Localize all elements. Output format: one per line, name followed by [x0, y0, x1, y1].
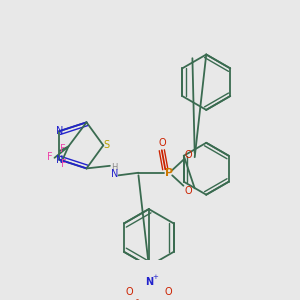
Text: N: N — [110, 169, 118, 178]
Text: F: F — [60, 144, 66, 154]
Text: O: O — [185, 186, 193, 196]
Text: P: P — [165, 168, 173, 178]
Text: H: H — [111, 163, 117, 172]
Text: O: O — [164, 287, 172, 297]
Text: O: O — [185, 150, 193, 160]
Text: O: O — [158, 138, 166, 148]
Text: N: N — [56, 126, 63, 136]
Text: N: N — [145, 277, 153, 287]
Text: S: S — [104, 140, 110, 150]
Text: N: N — [56, 154, 63, 165]
Text: F: F — [46, 152, 52, 162]
Text: O: O — [126, 287, 134, 297]
Text: +: + — [152, 274, 158, 280]
Text: -: - — [135, 296, 138, 300]
Text: F: F — [61, 159, 67, 169]
